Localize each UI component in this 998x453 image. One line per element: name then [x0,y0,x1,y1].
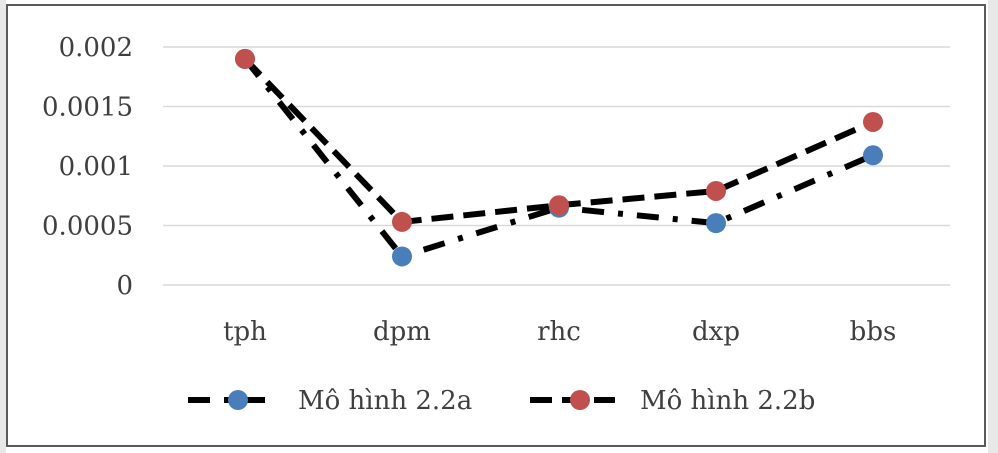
x-axis-tick-labels: tph dpm rhc dxp bbs [223,317,896,347]
x-tick-label: bbs [850,317,897,347]
data-point-series-2 [706,180,726,201]
data-point-series-1 [863,145,883,166]
x-tick-label: rhc [537,317,581,347]
y-tick-label: 0.002 [59,33,133,63]
data-point-series-2 [392,211,412,232]
y-tick-label: 0.001 [59,152,133,182]
series-points [235,48,883,267]
x-tick-label: dpm [373,317,431,347]
right-edge-bar [988,0,998,453]
x-tick-label: tph [223,317,267,347]
data-point-series-2 [549,195,569,216]
legend-marker [228,390,248,410]
x-tick-label: dxp [692,317,740,347]
y-tick-label: 0.0005 [42,212,133,242]
legend-item: Mô hình 2.2b [530,386,815,416]
left-edge-bar [0,0,6,453]
legend-marker [570,390,590,410]
y-tick-label: 0 [116,271,133,301]
data-point-series-1 [706,213,726,234]
legend: Mô hình 2.2a Mô hình 2.2b [188,386,815,416]
y-tick-label: 0.0015 [42,93,133,123]
y-axis-tick-labels: 0.002 0.0015 0.001 0.0005 0 [42,33,133,301]
data-point-series-2 [235,48,255,69]
legend-label: Mô hình 2.2a [298,386,472,416]
legend-item: Mô hình 2.2a [188,386,472,416]
data-point-series-1 [392,246,412,267]
series-lines [242,56,875,260]
gridlines [163,46,950,286]
legend-label: Mô hình 2.2b [640,386,815,416]
series-line-1 [242,57,875,260]
data-point-series-2 [863,111,883,132]
